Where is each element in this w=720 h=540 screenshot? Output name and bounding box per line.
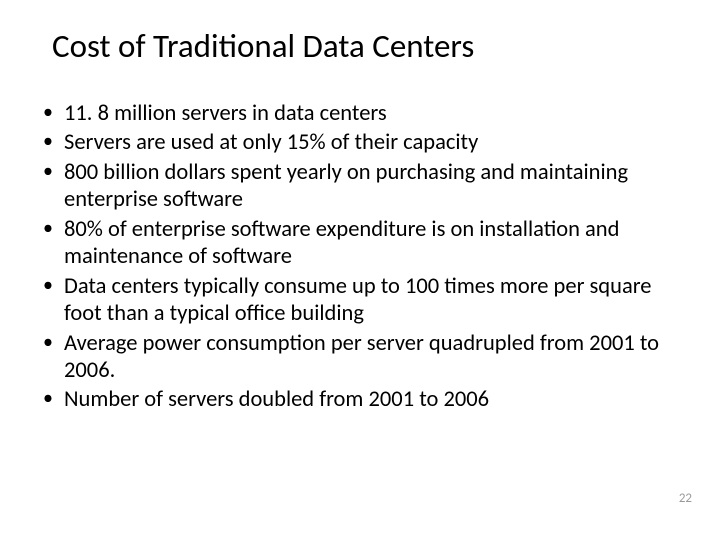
page-number: 22 <box>679 491 692 506</box>
list-item: 80% of enterprise software expenditure i… <box>36 216 684 271</box>
bullet-list: 11. 8 million servers in data centers Se… <box>36 100 684 414</box>
list-item: 11. 8 million servers in data centers <box>36 100 684 127</box>
slide-title: Cost of Traditional Data Centers <box>52 26 684 66</box>
list-item: Average power consumption per server qua… <box>36 330 684 385</box>
list-item: 800 billion dollars spent yearly on purc… <box>36 159 684 214</box>
slide: Cost of Traditional Data Centers 11. 8 m… <box>0 0 720 540</box>
list-item: Data centers typically consume up to 100… <box>36 273 684 328</box>
list-item: Number of servers doubled from 2001 to 2… <box>36 386 684 413</box>
list-item: Servers are used at only 15% of their ca… <box>36 129 684 156</box>
